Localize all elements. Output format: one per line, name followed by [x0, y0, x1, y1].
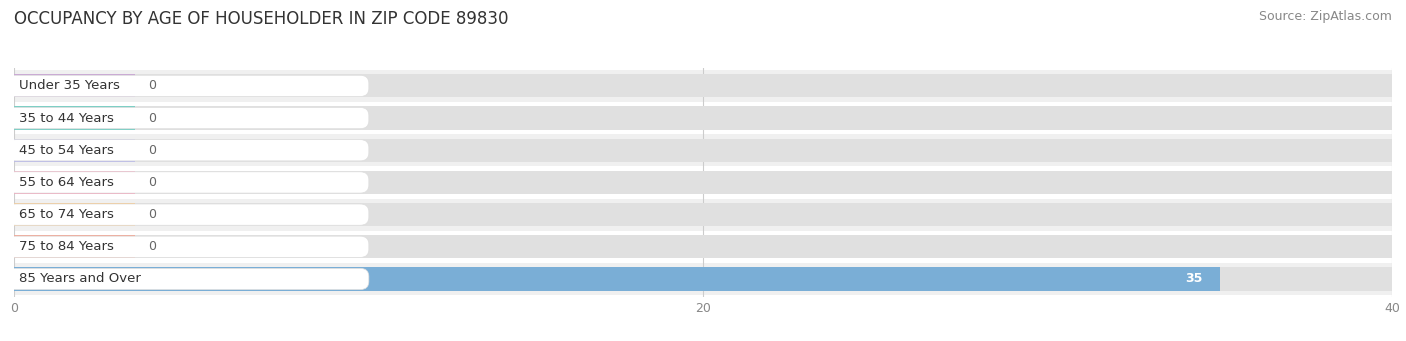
FancyBboxPatch shape: [7, 75, 368, 97]
Bar: [14, 267, 1219, 291]
Bar: [14, 74, 1392, 98]
Text: 65 to 74 Years: 65 to 74 Years: [20, 208, 114, 221]
Text: Source: ZipAtlas.com: Source: ZipAtlas.com: [1258, 10, 1392, 23]
Text: 35 to 44 Years: 35 to 44 Years: [20, 112, 114, 124]
FancyBboxPatch shape: [7, 236, 368, 257]
FancyBboxPatch shape: [7, 139, 368, 161]
Text: 45 to 54 Years: 45 to 54 Years: [20, 144, 114, 157]
Text: 35: 35: [1185, 272, 1202, 285]
Bar: [14, 235, 1392, 258]
FancyBboxPatch shape: [7, 172, 368, 193]
Bar: [14, 203, 135, 226]
Bar: [14, 171, 1392, 194]
Bar: [14, 235, 135, 258]
Bar: [0, 166, 1406, 198]
FancyBboxPatch shape: [7, 204, 368, 225]
Bar: [0, 198, 1406, 231]
Text: 0: 0: [149, 208, 156, 221]
Bar: [0, 263, 1406, 295]
Text: 0: 0: [149, 112, 156, 124]
Text: Under 35 Years: Under 35 Years: [20, 79, 120, 92]
Bar: [0, 70, 1406, 102]
Text: 0: 0: [149, 144, 156, 157]
Bar: [0, 134, 1406, 166]
Bar: [0, 231, 1406, 263]
Text: 75 to 84 Years: 75 to 84 Years: [20, 240, 114, 253]
Text: 0: 0: [149, 79, 156, 92]
Text: 85 Years and Over: 85 Years and Over: [20, 272, 141, 285]
Bar: [14, 139, 135, 162]
Bar: [14, 106, 135, 130]
Bar: [14, 171, 135, 194]
Text: 55 to 64 Years: 55 to 64 Years: [20, 176, 114, 189]
Bar: [14, 203, 1392, 226]
FancyBboxPatch shape: [7, 268, 368, 290]
Text: OCCUPANCY BY AGE OF HOUSEHOLDER IN ZIP CODE 89830: OCCUPANCY BY AGE OF HOUSEHOLDER IN ZIP C…: [14, 10, 509, 28]
Text: 0: 0: [149, 240, 156, 253]
Bar: [0, 102, 1406, 134]
Text: 0: 0: [149, 176, 156, 189]
Bar: [14, 139, 1392, 162]
Bar: [14, 267, 1392, 291]
Bar: [14, 106, 1392, 130]
Bar: [14, 74, 135, 98]
FancyBboxPatch shape: [7, 107, 368, 129]
